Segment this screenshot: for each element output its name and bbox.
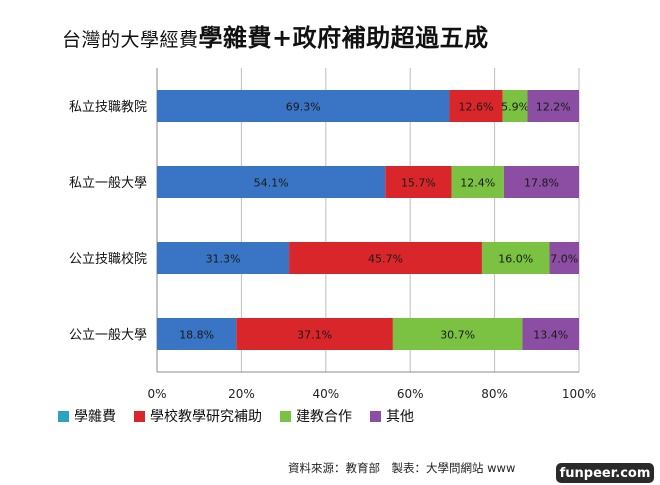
- bar-segment-tuition: [157, 318, 237, 350]
- category-label: 公立一般大學: [69, 327, 147, 343]
- bar-segment-research: [385, 166, 452, 198]
- bar-segment-tuition: [157, 242, 290, 274]
- x-tick-label: 20%: [228, 387, 255, 401]
- bar-segment-other: [549, 242, 579, 274]
- x-tick-label: 100%: [562, 387, 596, 401]
- watermark-badge: funpeer.com: [556, 463, 654, 483]
- data-label-tuition: 54.1%: [254, 177, 289, 190]
- data-label-other: 12.2%: [536, 101, 571, 114]
- x-tick-label: 60%: [397, 387, 424, 401]
- source-note: 資料來源：教育部 製表：大學問網站 www: [288, 461, 516, 475]
- chart-title: 台灣的大學經費學雜費+政府補助超過五成: [62, 18, 489, 53]
- data-label-cooperation: 5.9%: [501, 101, 529, 114]
- bar-segment-cooperation: [481, 242, 550, 274]
- legend-item-tuition: 學雜費: [58, 406, 116, 426]
- legend-label-other: 其他: [386, 409, 414, 425]
- data-label-research: 15.7%: [401, 177, 436, 190]
- bar-segment-other: [522, 318, 579, 350]
- category-label: 公立技職校院: [69, 251, 147, 267]
- data-label-tuition: 18.8%: [179, 329, 214, 342]
- legend-item-cooperation: 建教合作: [280, 406, 352, 426]
- legend-item-research: 學校教學研究補助: [134, 406, 262, 426]
- legend-swatch-tuition: [58, 410, 69, 422]
- legend-label-research: 學校教學研究補助: [150, 409, 262, 425]
- data-label-other: 13.4%: [533, 329, 568, 342]
- bar-segment-research: [236, 318, 393, 350]
- bar-segment-cooperation: [451, 166, 504, 198]
- bar-segment-research: [449, 90, 503, 122]
- data-label-other: 17.8%: [524, 177, 559, 190]
- data-label-research: 12.6%: [459, 101, 494, 114]
- x-tick-label: 80%: [481, 387, 508, 401]
- data-label-other: 7.0%: [550, 253, 578, 266]
- data-label-tuition: 31.3%: [206, 253, 241, 266]
- legend-swatch-cooperation: [280, 410, 291, 422]
- bar-segment-cooperation: [392, 318, 523, 350]
- bar-segment-tuition: [157, 166, 386, 198]
- category-label: 私立技職教院: [69, 99, 147, 115]
- legend-label-cooperation: 建教合作: [296, 409, 352, 425]
- legend-item-other: 其他: [370, 406, 414, 426]
- bar-segment-research: [289, 242, 482, 274]
- bar-segment-other: [503, 166, 579, 198]
- category-label: 私立一般大學: [69, 175, 147, 191]
- legend-label-tuition: 學雜費: [74, 409, 116, 425]
- chart-title-part2: 學雜費+政府補助超過五成: [198, 24, 489, 52]
- data-label-cooperation: 12.4%: [460, 177, 495, 190]
- chart-title-part1: 台灣的大學經費: [62, 29, 199, 51]
- bar-segment-other: [527, 90, 579, 122]
- data-label-cooperation: 30.7%: [440, 329, 475, 342]
- x-tick-label: 0%: [147, 387, 166, 401]
- bar-segment-cooperation: [502, 90, 528, 122]
- legend-swatch-research: [134, 410, 145, 422]
- data-label-tuition: 69.3%: [286, 101, 321, 114]
- legend-swatch-other: [370, 410, 381, 422]
- chart-legend: 學雜費 學校教學研究補助 建教合作 其他: [58, 406, 432, 426]
- data-label-research: 37.1%: [297, 329, 332, 342]
- data-label-research: 45.7%: [368, 253, 403, 266]
- x-tick-label: 40%: [312, 387, 339, 401]
- data-label-cooperation: 16.0%: [498, 253, 533, 266]
- bar-segment-tuition: [157, 90, 450, 122]
